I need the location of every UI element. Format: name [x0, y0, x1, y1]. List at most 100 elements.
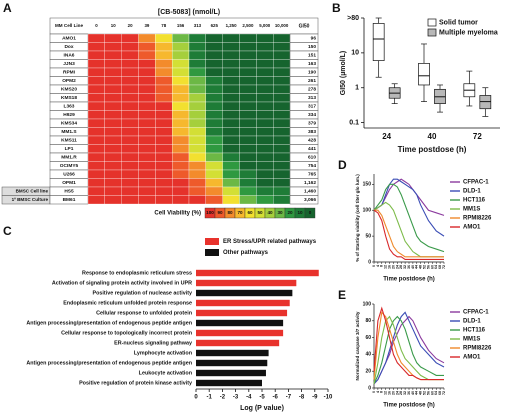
column-header: 10,000: [275, 23, 289, 28]
x-axis-label: Time postdose (h): [383, 403, 435, 409]
row-name: RPMI: [63, 70, 76, 76]
category-label: Activation of signaling protein activity…: [52, 280, 192, 286]
gi50-value: 441: [308, 146, 316, 152]
heat-cell: [121, 42, 139, 52]
heat-cell: [205, 169, 223, 179]
legend-swatch: [427, 18, 437, 27]
heat-cell: [138, 76, 156, 86]
heat-cell: [104, 178, 122, 188]
gi50-value: 190: [308, 70, 316, 76]
heat-cell: [188, 42, 206, 52]
heat-cell: [87, 186, 105, 196]
x-tick-label: 48: [419, 391, 423, 395]
y-tick-label: 100: [363, 208, 372, 214]
heat-cell: [138, 93, 156, 103]
heat-cell: [239, 152, 257, 162]
heat-cell: [87, 101, 105, 111]
heat-cell: [121, 110, 139, 120]
x-tick-label: 4: [376, 391, 380, 393]
heat-cell: [273, 59, 291, 69]
gi50-value: 163: [308, 61, 316, 67]
heat-cell: [273, 161, 291, 171]
table-title: [CB-5083] (nmol/L): [158, 9, 220, 16]
heat-cell: [222, 59, 240, 69]
heat-cell: [138, 33, 156, 43]
heat-cell: [172, 101, 190, 111]
row-group: BMSC Cell line: [16, 188, 49, 193]
y-tick-label: 20: [365, 369, 371, 375]
heat-cell: [172, 67, 190, 77]
heat-cell: [222, 161, 240, 171]
heat-cell: [172, 33, 190, 43]
series-line: [373, 311, 444, 381]
heat-cell: [205, 118, 223, 128]
legend-label: CFPAC-1: [463, 310, 489, 316]
heat-cell: [222, 42, 240, 52]
panel-label: C: [3, 224, 12, 238]
heat-cell: [121, 186, 139, 196]
heat-cell: [172, 195, 190, 205]
heat-cell: [188, 76, 206, 86]
value-header: GI50: [299, 23, 310, 29]
x-tick-label: 20: [391, 391, 395, 395]
column-header: 78: [161, 23, 166, 28]
legend-label: Other pathways: [223, 250, 269, 256]
heat-cell: [188, 169, 206, 179]
x-tick-label: -9: [312, 395, 318, 401]
gi50-value: 96: [311, 36, 317, 42]
heat-cell: [121, 33, 139, 43]
heat-cell: [87, 144, 105, 154]
heat-cell: [172, 144, 190, 154]
heat-cell: [87, 76, 105, 86]
heat-cell: [121, 76, 139, 86]
column-header: 5,000: [259, 23, 271, 28]
x-tick-label: 60: [430, 265, 434, 269]
heat-cell: [222, 93, 240, 103]
heat-cell: [188, 50, 206, 60]
heat-cell: [256, 152, 274, 162]
column-header: 313: [194, 23, 202, 28]
x-tick-label: 8: [380, 265, 384, 267]
colorbar-value: 100: [206, 210, 214, 215]
x-tick-label: 24: [395, 265, 399, 269]
heat-cell: [87, 50, 105, 60]
heat-cell: [222, 101, 240, 111]
heat-cell: [205, 33, 223, 43]
heat-cell: [138, 59, 156, 69]
box: [372, 23, 385, 61]
heat-cell: [239, 127, 257, 137]
heat-cell: [273, 127, 291, 137]
gi50-value: 428: [308, 138, 316, 144]
heat-cell: [239, 144, 257, 154]
x-tick-label: 40: [411, 391, 415, 395]
row-name: KMS18: [61, 95, 77, 101]
heat-cell: [121, 169, 139, 179]
heat-cell: [256, 161, 274, 171]
heat-cell: [188, 144, 206, 154]
bar: [196, 379, 262, 387]
series-line: [373, 209, 444, 260]
x-tick-label: 56: [426, 391, 430, 395]
heat-cell: [138, 144, 156, 154]
heat-cell: [138, 118, 156, 128]
heat-cell: [188, 101, 206, 111]
row-name: MM1.S: [61, 129, 77, 135]
heat-cell: [205, 50, 223, 60]
legend-swatch: [427, 28, 437, 37]
heat-cell: [104, 33, 122, 43]
heat-cell: [222, 76, 240, 86]
x-tick-label: 20: [391, 265, 395, 269]
x-tick-label: -2: [220, 395, 226, 401]
colorbar-value: 50: [257, 210, 263, 215]
y-tick-label: 60: [365, 335, 371, 341]
bar: [196, 289, 293, 297]
heat-cell: [239, 50, 257, 60]
gi50-value: 383: [308, 129, 316, 135]
heat-cell: [121, 59, 139, 69]
heat-cell: [87, 67, 105, 77]
column-header: 20: [128, 23, 133, 28]
heat-cell: [188, 59, 206, 69]
bar: [196, 339, 280, 347]
heat-cell: [205, 93, 223, 103]
heat-cell: [138, 50, 156, 60]
